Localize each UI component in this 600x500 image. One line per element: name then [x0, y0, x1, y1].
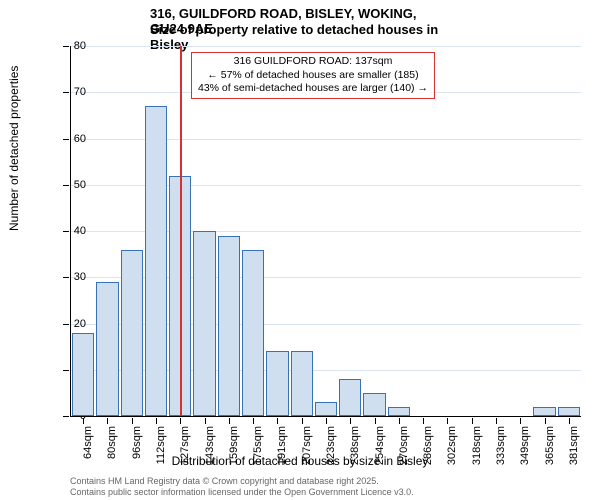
x-tick — [229, 418, 230, 424]
y-tick — [63, 277, 69, 278]
y-tick — [63, 92, 69, 93]
bar — [242, 250, 264, 417]
bar — [558, 407, 580, 416]
y-tick-label: 80 — [74, 40, 86, 52]
y-tick — [63, 231, 69, 232]
highlight-line — [180, 46, 182, 416]
chart-container: 316, GUILDFORD ROAD, BISLEY, WOKING, GU2… — [0, 0, 600, 500]
x-tick-label: 302sqm — [446, 426, 458, 465]
x-tick-label: 159sqm — [228, 426, 240, 465]
annotation-line1: 316 GUILDFORD ROAD: 137sqm — [198, 55, 428, 69]
bar — [121, 250, 143, 417]
bar — [363, 393, 385, 416]
x-tick-label: 238sqm — [349, 426, 361, 465]
x-tick — [350, 418, 351, 424]
bar — [339, 379, 361, 416]
annotation-box: 316 GUILDFORD ROAD: 137sqm ← 57% of deta… — [191, 52, 435, 99]
x-tick — [569, 418, 570, 424]
plot-area: 316 GUILDFORD ROAD: 137sqm ← 57% of deta… — [70, 46, 581, 417]
x-tick-label: 270sqm — [398, 426, 410, 465]
x-tick — [107, 418, 108, 424]
x-tick-label: 333sqm — [495, 426, 507, 465]
x-tick-label: 80sqm — [106, 426, 118, 459]
y-tick — [63, 416, 69, 417]
x-tick — [277, 418, 278, 424]
x-tick-label: 96sqm — [131, 426, 143, 459]
y-tick — [63, 324, 69, 325]
x-tick — [472, 418, 473, 424]
bar — [315, 402, 337, 416]
bar — [533, 407, 555, 416]
x-tick — [496, 418, 497, 424]
x-tick-label: 112sqm — [155, 426, 167, 464]
y-axis-label: Number of detached properties — [7, 66, 21, 231]
y-tick — [63, 370, 69, 371]
x-tick — [375, 418, 376, 424]
bar — [388, 407, 410, 416]
x-tick — [180, 418, 181, 424]
annotation-line3: 43% of semi-detached houses are larger (… — [198, 82, 428, 96]
y-tick-label: 20 — [74, 318, 86, 330]
x-tick-label: 64sqm — [82, 426, 94, 459]
y-tick — [63, 139, 69, 140]
x-tick-label: 381sqm — [568, 426, 580, 465]
x-tick — [253, 418, 254, 424]
y-tick-label: 50 — [74, 179, 86, 191]
bar — [72, 333, 94, 416]
x-tick-label: 318sqm — [471, 426, 483, 465]
bar — [266, 351, 288, 416]
x-tick — [156, 418, 157, 424]
x-tick — [205, 418, 206, 424]
x-tick — [132, 418, 133, 424]
x-tick-label: 175sqm — [252, 426, 264, 465]
y-tick-label: 70 — [74, 86, 86, 98]
bar — [96, 282, 118, 416]
bar — [193, 231, 215, 416]
attribution-text: Contains HM Land Registry data © Crown c… — [70, 476, 414, 498]
attribution-line2: Contains public sector information licen… — [70, 487, 414, 498]
bar — [218, 236, 240, 416]
x-tick-label: 127sqm — [179, 426, 191, 465]
x-tick — [545, 418, 546, 424]
y-tick-label: 40 — [74, 225, 86, 237]
x-tick-label: 143sqm — [204, 426, 216, 465]
annotation-line2: ← 57% of detached houses are smaller (18… — [198, 69, 428, 83]
y-tick — [63, 46, 69, 47]
grid-line — [71, 46, 581, 47]
bar — [145, 106, 167, 416]
bar — [291, 351, 313, 416]
x-tick-label: 254sqm — [374, 426, 386, 465]
x-tick — [447, 418, 448, 424]
x-tick — [399, 418, 400, 424]
x-tick-label: 349sqm — [519, 426, 531, 465]
x-tick — [326, 418, 327, 424]
x-tick-label: 191sqm — [276, 426, 288, 465]
x-tick-label: 286sqm — [422, 426, 434, 465]
y-tick — [63, 185, 69, 186]
y-tick-label: 30 — [74, 271, 86, 283]
attribution-line1: Contains HM Land Registry data © Crown c… — [70, 476, 414, 487]
x-tick-label: 365sqm — [544, 426, 556, 465]
x-tick-label: 207sqm — [301, 426, 313, 465]
x-tick — [520, 418, 521, 424]
x-tick — [423, 418, 424, 424]
x-tick — [302, 418, 303, 424]
y-tick-label: 60 — [74, 133, 86, 145]
x-tick-label: 223sqm — [325, 426, 337, 465]
